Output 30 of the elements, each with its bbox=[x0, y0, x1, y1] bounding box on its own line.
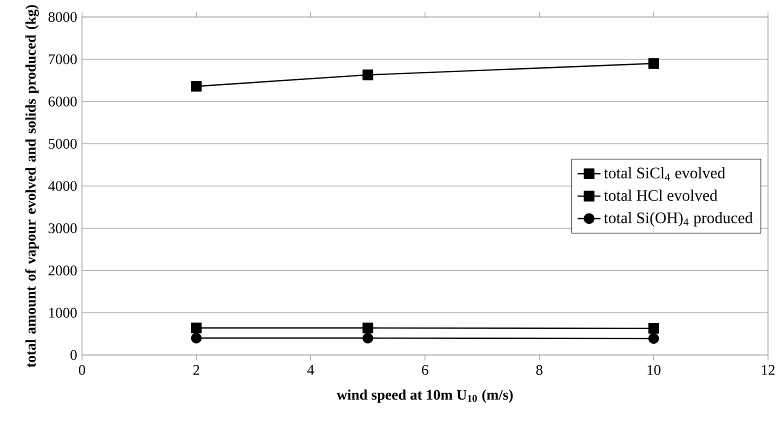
x-tick-label: 6 bbox=[422, 365, 428, 375]
x-tick-label: 10 bbox=[648, 365, 660, 375]
y-tick-label: 8000 bbox=[48, 12, 77, 22]
y-tick-label: 7000 bbox=[48, 54, 77, 64]
y-tick-label: 3000 bbox=[48, 223, 77, 234]
point bbox=[362, 322, 374, 334]
x-axis-title: wind speed at 10m U$_{10}$ (m/s) bbox=[336, 389, 513, 403]
legend-label: total Si(OH)$_{4}$ produced bbox=[604, 212, 753, 227]
point bbox=[648, 323, 660, 334]
point bbox=[191, 322, 202, 334]
y-tick-label: 4000 bbox=[48, 181, 77, 191]
x-tick-label: 2 bbox=[193, 365, 200, 375]
y-tick-label: 2000 bbox=[48, 266, 77, 276]
point bbox=[362, 332, 374, 344]
point bbox=[191, 332, 202, 344]
y-tick-label: 5000 bbox=[48, 138, 77, 149]
y-tick-label: 6000 bbox=[48, 96, 77, 106]
legend-label: total HCl evolved bbox=[604, 190, 718, 201]
y-axis-title: total amount of vapour evolved and solids produced (kg) bbox=[25, 5, 39, 368]
x-tick-label: 4 bbox=[307, 365, 314, 375]
y-tick-label: 1000 bbox=[49, 308, 77, 318]
x-tick-label: 0 bbox=[78, 365, 86, 375]
y-tick-label: 0 bbox=[70, 350, 77, 360]
point bbox=[191, 80, 202, 92]
point bbox=[648, 333, 660, 344]
x-tick-label: 12 bbox=[762, 365, 775, 375]
x-tick-label: 8 bbox=[536, 365, 542, 375]
point bbox=[362, 70, 374, 80]
point bbox=[648, 58, 660, 69]
legend-label: total SiCl$_{4}$ evolved bbox=[604, 167, 726, 181]
